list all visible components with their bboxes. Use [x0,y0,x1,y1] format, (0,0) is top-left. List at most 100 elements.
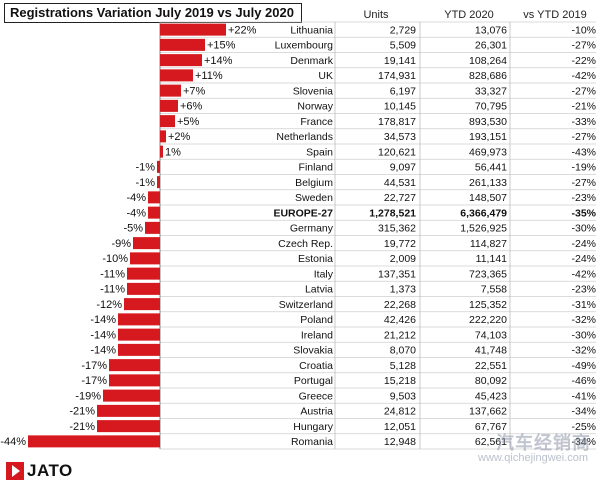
ytd-2020-value: 26,301 [475,40,507,52]
bar [148,206,160,219]
ytd-2020-value: 33,327 [475,85,507,97]
units-value: 10,145 [384,101,416,113]
ytd-2020-value: 137,662 [469,406,507,418]
bar-value-label: -21% [69,406,95,418]
bar [160,54,202,67]
bar [160,69,193,82]
country-label: France [300,116,333,128]
bar-value-label: -17% [81,375,107,387]
ytd-2020-value: 148,507 [469,192,507,204]
bar-value-label: -21% [69,421,95,433]
ytd-2020-value: 70,795 [475,101,507,113]
bar-value-label: +6% [180,101,203,113]
units-value: 120,621 [378,146,416,158]
country-label: Slovakia [293,345,333,357]
vs-ytd-2019-value: -23% [571,284,596,296]
bar [157,160,160,173]
bar [118,328,160,341]
ytd-2020-value: 62,561 [475,436,507,448]
vs-ytd-2019-value: -24% [571,238,596,250]
units-value: 19,141 [384,55,416,67]
country-label: Latvia [305,284,333,296]
ytd-2020-value: 80,092 [475,375,507,387]
bar-value-label: +5% [177,116,200,128]
units-value: 174,931 [378,70,416,82]
vs-ytd-2019-value: -25% [571,421,596,433]
country-label: EUROPE-27 [273,207,333,219]
country-label: Poland [300,314,333,326]
ytd-2020-value: 222,220 [469,314,507,326]
ytd-2020-value: 74,103 [475,329,507,341]
bar-value-label: -11% [100,268,125,280]
ytd-2020-value: 67,767 [475,421,507,433]
vs-ytd-2019-value: -33% [571,116,596,128]
units-value: 44,531 [384,177,416,189]
jato-logo: JATO [6,461,73,481]
units-value: 5,509 [390,40,416,52]
vs-ytd-2019-value: -27% [571,85,596,97]
vs-ytd-2019-value: -43% [571,146,596,158]
country-label: Greece [299,390,334,402]
bar [157,176,160,189]
units-value: 178,817 [378,116,416,128]
vs-ytd-2019-value: -22% [571,55,596,67]
bar-value-label: +15% [207,40,236,52]
units-value: 9,503 [390,390,416,402]
country-label: Norway [297,101,333,113]
country-label: Luxembourg [275,40,334,52]
units-value: 22,727 [384,192,416,204]
country-label: Spain [306,146,333,158]
country-label: Netherlands [276,131,333,143]
bar [127,267,160,280]
bar [127,282,160,295]
bar [109,374,160,387]
units-value: 19,772 [384,238,416,250]
country-label: Austria [300,406,333,418]
bar [133,237,160,250]
country-label: Denmark [290,55,333,67]
vs-ytd-2019-value: -34% [571,436,596,448]
bar [97,420,160,433]
units-value: 1,373 [390,284,416,296]
ytd-2020-value: 261,133 [469,177,507,189]
bar [97,404,160,417]
bar [160,23,226,36]
bar [103,389,160,402]
bar-value-label: +11% [195,70,223,82]
country-label: Germany [290,223,334,235]
bar [160,145,163,158]
bar [160,130,166,143]
units-value: 24,812 [384,406,416,418]
units-value: 12,051 [384,421,416,433]
header-vs-ytd-2019: vs YTD 2019 [523,9,587,21]
units-value: 137,351 [378,268,416,280]
bar-value-label: 1% [165,146,181,158]
bar-value-label: -1% [135,177,155,189]
country-label: Hungary [293,421,333,433]
ytd-2020-value: 828,686 [469,70,507,82]
country-label: Lithuania [290,24,333,36]
bar-value-label: -4% [126,192,146,204]
vs-ytd-2019-value: -19% [571,162,596,174]
jato-logo-icon [6,462,24,480]
bar-value-label: -17% [81,360,107,372]
bar-value-label: -9% [111,238,131,250]
ytd-2020-value: 22,551 [475,360,507,372]
bar [148,191,160,204]
units-value: 9,097 [390,162,416,174]
bar-value-label: -19% [75,390,101,402]
bar-value-label: +22% [228,24,257,36]
units-value: 15,218 [384,375,416,387]
vs-ytd-2019-value: -27% [571,40,596,52]
ytd-2020-value: 114,827 [470,238,507,250]
bar [130,252,160,265]
bar-value-label: +7% [183,85,206,97]
vs-ytd-2019-value: -46% [571,375,596,387]
bar [160,99,178,112]
units-value: 22,268 [384,299,416,311]
vs-ytd-2019-value: -27% [571,131,596,143]
units-value: 2,009 [390,253,416,265]
ytd-2020-value: 108,264 [469,55,507,67]
ytd-2020-value: 193,151 [469,131,507,143]
